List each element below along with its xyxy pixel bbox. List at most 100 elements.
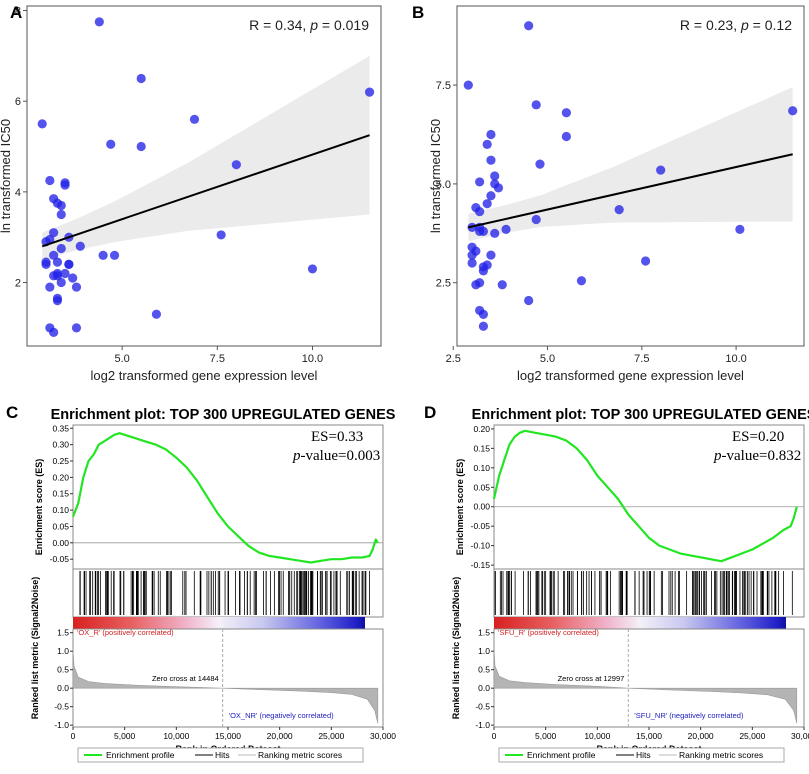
zero-cross-label: Zero cross at 12997 xyxy=(558,674,625,683)
p-value-symbol: p xyxy=(292,448,301,464)
es-axis-label: Enrichment score (ES) xyxy=(34,459,44,556)
es-value: ES=0.33 xyxy=(311,429,363,445)
y-tick-label: 8 xyxy=(15,6,21,18)
panel-letter: C xyxy=(6,403,18,422)
data-point xyxy=(68,273,78,283)
metric-tick-label: 0.0 xyxy=(478,683,490,693)
data-point xyxy=(493,183,504,193)
correlation-stat: R = 0.34, p = 0.019 xyxy=(249,17,369,33)
data-point xyxy=(501,224,511,234)
metric-tick-label: -1.0 xyxy=(54,720,69,730)
es-tick-label: -0.15 xyxy=(471,560,491,570)
legend-metric: Ranking metric scores xyxy=(258,750,342,760)
stat-p-value: = 0.12 xyxy=(749,17,792,33)
data-point xyxy=(56,209,66,220)
data-point xyxy=(486,129,496,140)
metric-tick-label: -0.5 xyxy=(475,702,490,712)
metric-axis-label: Ranked list metric (Signal2Noise) xyxy=(30,577,40,720)
data-point xyxy=(98,250,108,260)
data-point xyxy=(136,73,146,84)
data-point xyxy=(788,106,798,116)
data-point xyxy=(216,230,226,240)
gsea-panel-D: Enrichment plot: TOP 300 UPREGULATED GEN… xyxy=(424,403,809,763)
confidence-band xyxy=(468,87,793,242)
x-axis-label: log2 transformed gene expression level xyxy=(91,368,318,383)
x-axis-label: log2 transformed gene expression level xyxy=(517,368,744,383)
p-value: p-value=0.003 xyxy=(292,448,380,464)
x-tick-label: 5,000 xyxy=(114,731,136,741)
p-value: p-value=0.832 xyxy=(713,448,801,464)
stat-p-symbol: p xyxy=(309,17,318,33)
data-point xyxy=(75,241,85,251)
hits-group xyxy=(494,571,793,615)
stat-r: R = 0.34, xyxy=(249,17,310,33)
data-point xyxy=(56,277,66,288)
es-tick-label: 0.15 xyxy=(473,443,490,453)
data-point xyxy=(136,141,146,152)
scatter-panel-B: 2.5 5.0 7.5 10.0 2.5 5.0 7.5 log2 transformed g… xyxy=(412,3,805,383)
data-point xyxy=(60,268,70,279)
data-point xyxy=(478,321,489,331)
regression-line xyxy=(468,153,793,229)
es-frame xyxy=(72,424,384,570)
data-point xyxy=(41,257,51,267)
metric-tick-label: 1.5 xyxy=(478,628,490,638)
data-point xyxy=(106,139,116,149)
data-point xyxy=(45,234,55,245)
data-point xyxy=(71,323,82,333)
legend-metric: Ranking metric scores xyxy=(679,750,763,760)
data-point xyxy=(56,243,66,254)
data-point xyxy=(490,171,500,181)
data-point xyxy=(307,264,318,274)
data-point xyxy=(49,228,59,238)
data-point xyxy=(561,131,571,142)
data-point xyxy=(497,280,507,290)
y-tick-label: 2.5 xyxy=(436,278,451,290)
data-point xyxy=(56,200,66,211)
legend-profile: Enrichment profile xyxy=(527,750,596,760)
data-point xyxy=(486,191,496,201)
metric-tick-label: 1.0 xyxy=(57,646,69,656)
data-point xyxy=(151,309,162,319)
data-point xyxy=(52,296,63,306)
metric-frame xyxy=(493,628,805,728)
es-value: ES=0.20 xyxy=(732,429,784,445)
data-point xyxy=(45,282,55,292)
x-tick-label: 5,000 xyxy=(535,731,557,741)
y-tick-label: 4 xyxy=(15,187,21,199)
es-tick-label: 0.05 xyxy=(473,482,490,492)
data-point xyxy=(60,178,70,188)
gsea-title: Enrichment plot: TOP 300 UPREGULATED GEN… xyxy=(472,407,809,423)
metric-tick-label: 1.0 xyxy=(478,646,490,656)
es-tick-label: 0.25 xyxy=(52,456,69,466)
data-point xyxy=(561,108,571,118)
x-tick-label: 0 xyxy=(71,731,76,741)
data-point xyxy=(189,114,200,124)
ranking-metric-area xyxy=(493,649,798,724)
es-tick-label: 0.05 xyxy=(52,521,69,531)
enrichment-profile-line xyxy=(492,429,798,563)
data-point xyxy=(94,17,104,27)
x-tick-label: 25,000 xyxy=(739,731,765,741)
data-point xyxy=(735,224,745,234)
x-tick-label: 25,000 xyxy=(318,731,344,741)
rank-color-bar xyxy=(494,617,786,629)
data-point xyxy=(467,242,477,252)
data-point xyxy=(52,257,63,267)
data-point xyxy=(640,256,651,266)
x-tick-label: 15,000 xyxy=(636,731,662,741)
data-point xyxy=(524,21,534,31)
positive-label: 'OX_R' (positively correlated) xyxy=(77,628,174,637)
es-tick-label: 0.20 xyxy=(473,424,490,434)
y-tick-label: 2 xyxy=(15,278,21,290)
x-tick-label: 2.5 xyxy=(446,353,461,365)
data-point xyxy=(475,278,485,288)
x-tick-label: 7.5 xyxy=(634,353,649,365)
es-tick-label: 0.10 xyxy=(473,463,490,473)
data-point xyxy=(614,205,624,215)
data-point xyxy=(49,327,59,337)
metric-tick-label: 0.0 xyxy=(57,683,69,693)
enrichment-profile-line xyxy=(71,432,379,564)
x-tick-label: 10.0 xyxy=(725,353,746,365)
